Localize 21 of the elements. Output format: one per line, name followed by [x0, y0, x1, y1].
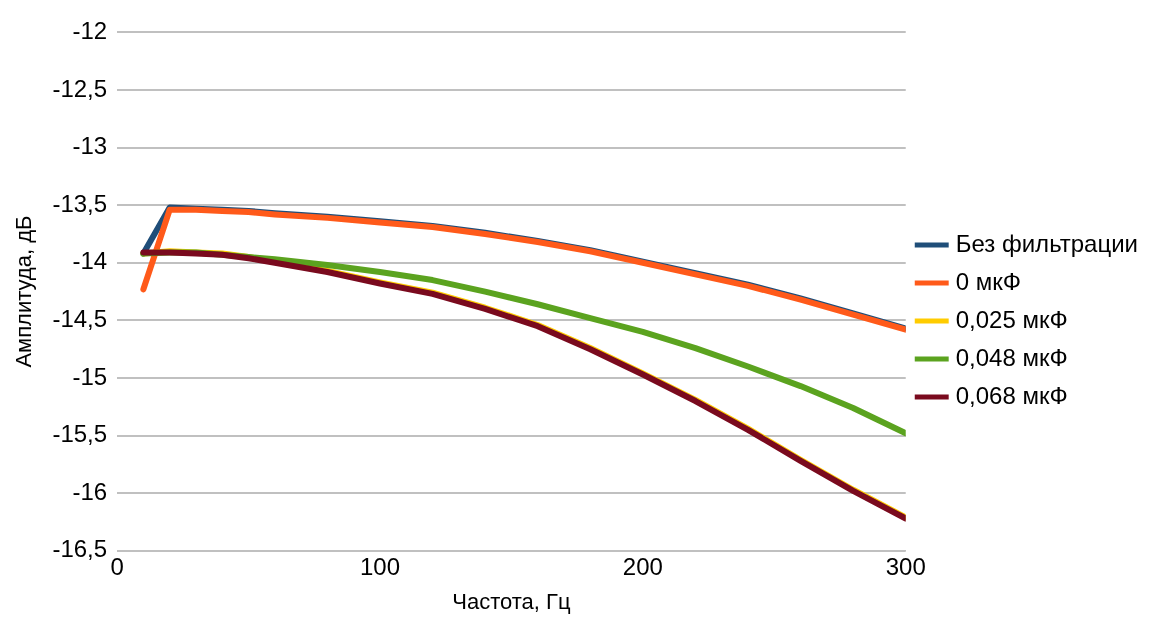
- y-tick-label: -16,5: [52, 535, 108, 563]
- x-tick-label: 200: [622, 552, 663, 580]
- legend-label: 0,068 мкФ: [955, 381, 1068, 409]
- legend-label: 0 мкФ: [955, 267, 1021, 295]
- y-tick-label: -12: [72, 17, 108, 45]
- y-tick-label: -13,5: [52, 189, 108, 217]
- legend-label: Без фильтрации: [955, 229, 1139, 257]
- x-axis-title: Частота, Гц: [452, 588, 571, 614]
- y-tick-label: -14: [72, 247, 108, 275]
- x-tick-label: 300: [885, 552, 926, 580]
- y-tick-label: -12,5: [52, 74, 108, 102]
- legend-label: 0,025 мкФ: [955, 305, 1068, 333]
- x-tick-label: 0: [110, 552, 124, 580]
- y-tick-label: -14,5: [52, 305, 108, 333]
- y-tick-label: -15,5: [52, 420, 108, 448]
- x-tick-label: 100: [359, 552, 400, 580]
- legend-label: 0,048 мкФ: [955, 343, 1068, 371]
- y-tick-label: -13: [72, 132, 108, 160]
- y-axis-title: Амплитуда, дБ: [11, 215, 37, 368]
- y-tick-label: -15: [72, 362, 108, 390]
- y-tick-label: -16: [72, 477, 108, 505]
